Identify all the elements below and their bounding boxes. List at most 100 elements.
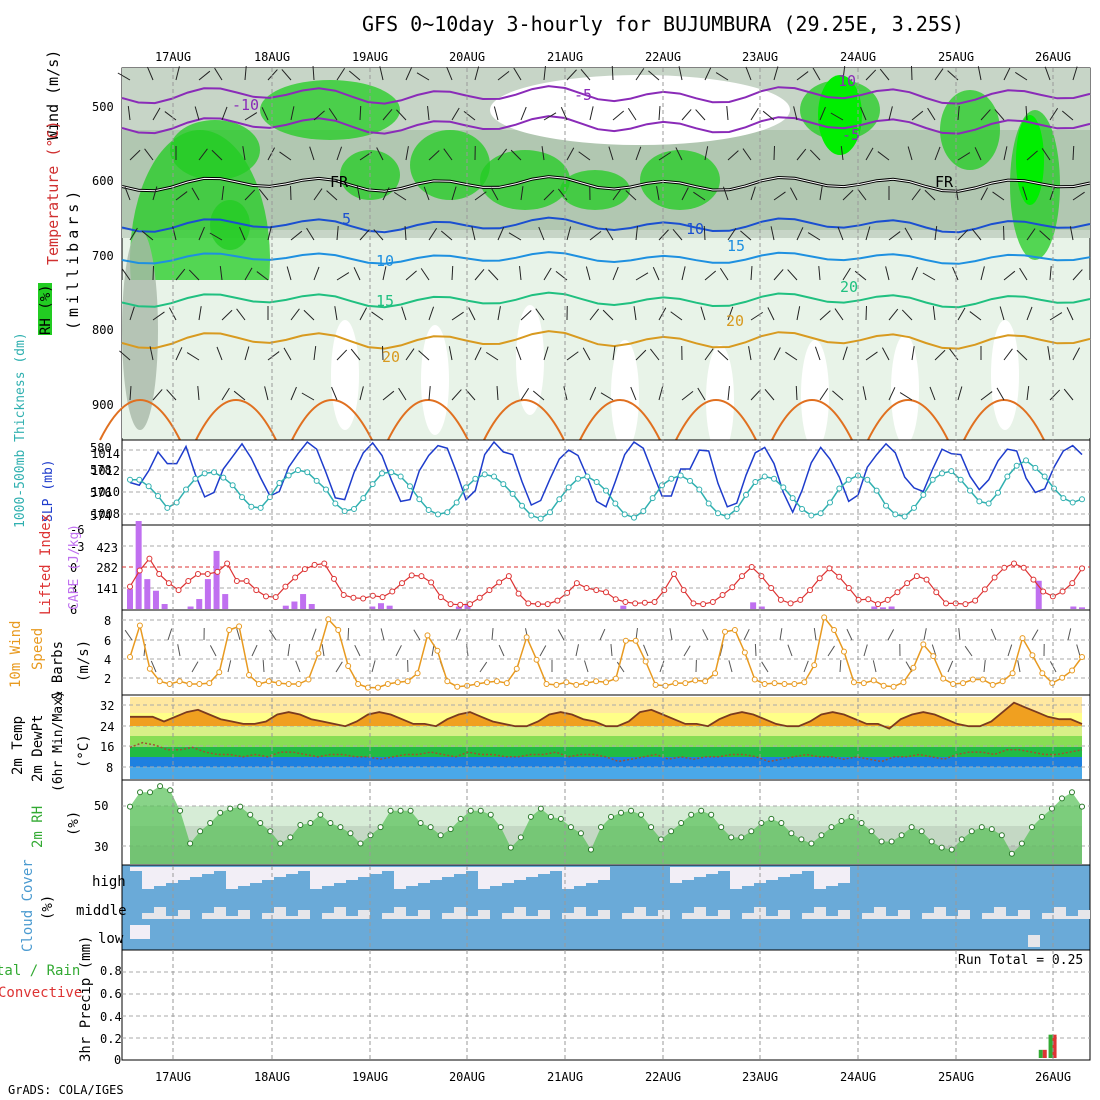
rh2m-point — [778, 820, 785, 826]
rh2m-point — [217, 809, 224, 816]
wind10-point — [1049, 680, 1056, 687]
cloud-high — [202, 867, 214, 874]
cloud-middle — [1078, 910, 1090, 919]
thickness-point — [705, 500, 712, 507]
lifted-index-point — [243, 578, 250, 584]
wind-barb — [842, 346, 848, 361]
wind10-point — [127, 654, 133, 660]
wind-barb — [727, 228, 737, 241]
thickness-point — [248, 503, 255, 510]
thickness-point — [453, 499, 460, 506]
date-gridlines — [172, 68, 1054, 1060]
wind10-point — [523, 634, 530, 641]
cape-bar — [888, 606, 895, 609]
wind10-barb — [761, 661, 769, 673]
rh2m-point — [427, 824, 434, 831]
wind-barb — [566, 147, 575, 161]
lifted-index-point — [175, 587, 182, 594]
precip-tick-0.8: 0.8 — [100, 964, 122, 978]
rh2m-point — [918, 828, 925, 835]
cape-bar — [144, 579, 151, 609]
rh-green-patch — [640, 150, 720, 210]
wind-barb — [396, 109, 407, 121]
wind10-point — [999, 678, 1006, 685]
wind-barb — [497, 227, 505, 241]
wind10-point — [1019, 635, 1026, 642]
rh-green-patch — [560, 170, 630, 210]
slp-panel: 580 578 576 574 1014 1012 1010 1008 1000… — [13, 332, 1091, 528]
contour-10 — [121, 251, 1091, 265]
thickness-point — [752, 478, 759, 485]
lifted-index-point — [127, 583, 133, 590]
lifted-index-point — [195, 571, 201, 577]
cloud-high — [514, 867, 526, 880]
lifted-index-point — [292, 574, 299, 581]
wind-barb — [922, 272, 936, 281]
thickness-point — [257, 504, 264, 511]
wind10-barb — [335, 661, 343, 673]
wind-barb — [261, 107, 269, 121]
lifted-index-point — [641, 599, 648, 606]
rh2m-point — [788, 830, 795, 837]
wind10-point — [801, 679, 808, 686]
thickness-point — [827, 499, 833, 506]
rh2m-point — [167, 787, 174, 794]
thickness-point — [416, 496, 423, 503]
wind-barb — [236, 308, 246, 321]
wind10-barb — [413, 629, 421, 641]
wind-barb — [773, 269, 784, 281]
thickness-point — [556, 496, 563, 503]
wind-barb — [695, 109, 706, 121]
wind-barb — [742, 148, 752, 161]
wind-barb — [658, 307, 667, 321]
wind-barb — [1003, 146, 1008, 161]
ytick-600: 600 — [92, 174, 114, 188]
lifted-index-point — [865, 596, 872, 603]
wind-barb — [612, 266, 619, 281]
cloud-high — [742, 867, 754, 886]
wind10-point — [176, 678, 183, 685]
cape-bar — [161, 604, 168, 609]
rh2m-area — [127, 783, 1085, 864]
wind10-point — [236, 623, 243, 630]
wind10-point — [642, 658, 649, 665]
cloud-middle — [262, 913, 274, 919]
cloud-middle — [1042, 913, 1054, 919]
rh-dry-lobe — [891, 335, 919, 445]
lifted-index-point — [301, 566, 308, 573]
wind-barb — [796, 148, 807, 161]
wind-barb — [405, 348, 415, 361]
upper-panel: -10 -5 10 -5 5 10 10 15 15 20 20 20 FR FR — [99, 65, 1091, 455]
wind-barb — [144, 148, 154, 161]
wind-barb — [309, 146, 315, 161]
cloud-middle — [394, 907, 406, 919]
wind-barb — [934, 349, 946, 361]
wind10-barb — [803, 660, 809, 673]
wind-barb — [717, 350, 729, 361]
cape-tick-423: 423 — [96, 541, 118, 555]
slp-tick-1012: 1012 — [91, 464, 120, 478]
cape-bar — [196, 599, 203, 609]
wind10-point — [979, 676, 986, 683]
rh2m-point — [207, 820, 214, 826]
rh2m-point — [698, 807, 705, 814]
cloud-middle — [226, 916, 238, 919]
cloud-level-high: high — [92, 874, 126, 890]
cloud-middle — [478, 910, 490, 919]
wind-barb — [175, 191, 188, 201]
wind-barb — [382, 187, 390, 201]
wind-barb — [541, 146, 545, 161]
rh-green-patch — [210, 200, 250, 250]
lifted-index-point — [855, 596, 862, 603]
wind-barb — [704, 146, 709, 161]
rh2m-point — [618, 809, 625, 816]
wind-barb — [1026, 386, 1030, 401]
cloud-high — [682, 867, 694, 880]
rh2m-point — [567, 824, 574, 831]
cloud-middle — [754, 907, 766, 919]
contour-label: 20 — [726, 312, 744, 330]
wind-barb — [773, 191, 786, 201]
wind-barb — [508, 232, 522, 241]
wind-barb — [652, 267, 660, 281]
date-label-top: 21AUG — [547, 50, 583, 64]
